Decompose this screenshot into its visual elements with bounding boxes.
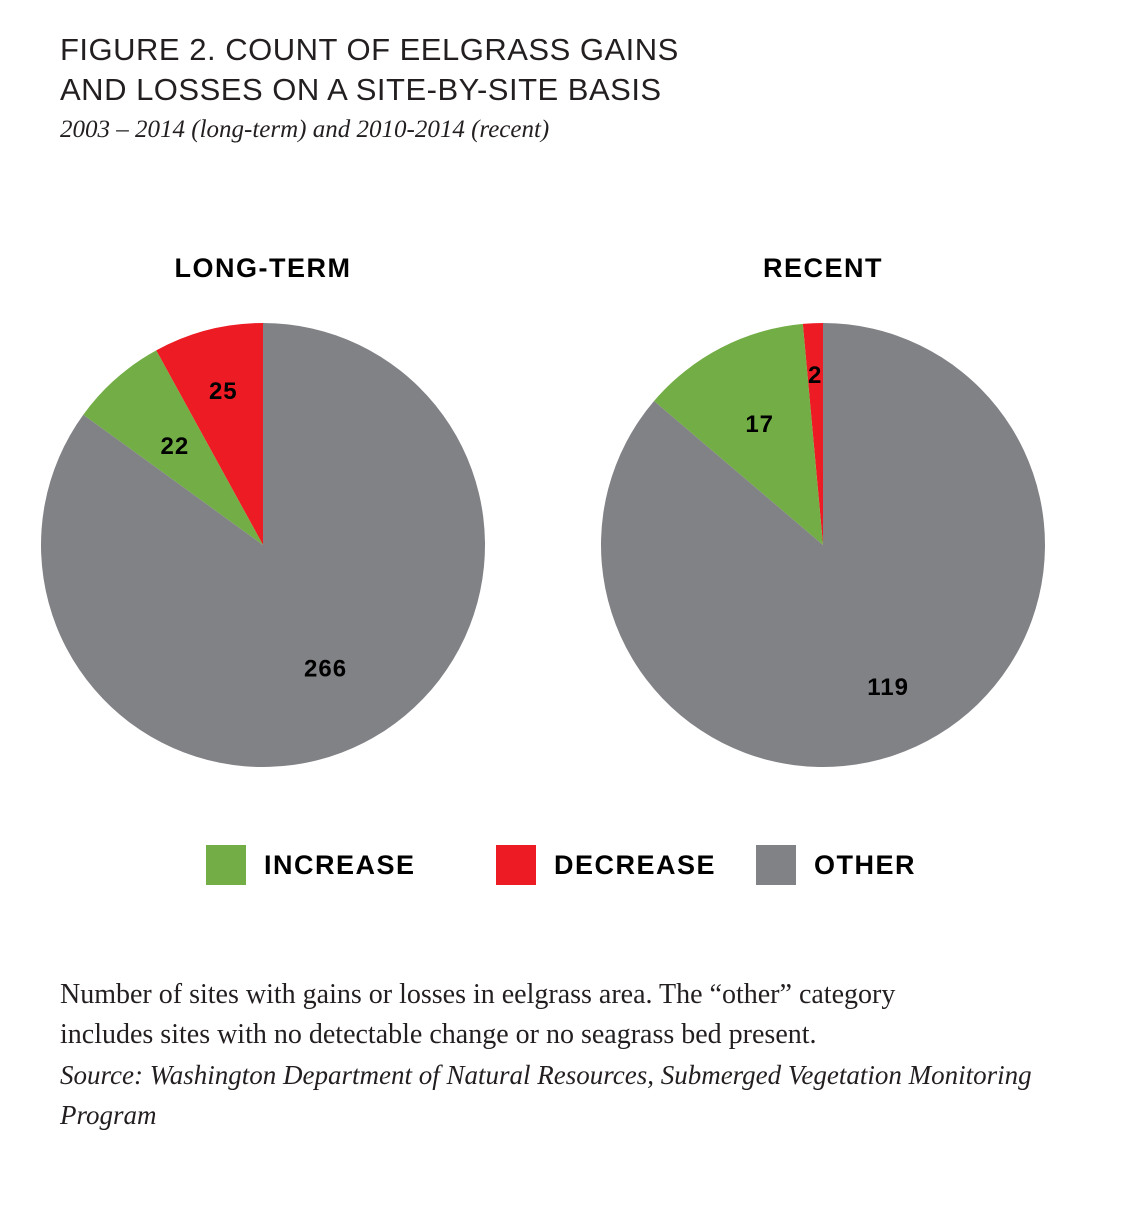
pie-value-label-other: 119 xyxy=(867,674,909,701)
legend-swatch-other xyxy=(756,845,796,885)
legend-label-decrease: DECREASE xyxy=(554,849,717,880)
pie-value-label-decrease: 2 xyxy=(808,362,822,389)
legend-swatch-increase xyxy=(206,845,246,885)
pie-slice-decrease xyxy=(802,323,823,545)
figure-title-line-1: FIGURE 2. COUNT OF EELGRASS GAINS xyxy=(60,32,679,67)
caption-line-2: includes sites with no detectable change… xyxy=(60,1019,817,1050)
pie-value-label-decrease: 25 xyxy=(209,378,238,405)
legend: INCREASE DECREASE OTHER xyxy=(0,845,1142,885)
pie-slice-other xyxy=(41,323,486,767)
pie-slice-increase xyxy=(83,350,263,545)
pie-value-label-increase: 17 xyxy=(745,411,774,438)
pie-chart-recent: RECENT 2 17 119 xyxy=(601,253,1045,767)
legend-swatch-decrease xyxy=(496,845,536,885)
legend-item-decrease: DECREASE xyxy=(496,845,716,885)
pie-value-label-other: 266 xyxy=(304,656,347,683)
legend-label-other: OTHER xyxy=(814,849,916,880)
figure-caption: Number of sites with gains or losses in … xyxy=(60,975,1120,1135)
caption-line-1: Number of sites with gains or losses in … xyxy=(60,979,896,1010)
pie-title: LONG-TERM xyxy=(175,253,352,283)
legend-item-increase: INCREASE xyxy=(206,845,416,885)
source-line-2: Program xyxy=(60,1100,157,1130)
pie-value-label-increase: 22 xyxy=(161,433,190,460)
pie-charts: LONG-TERM 25 22 266 RECENT 2 17 119 xyxy=(41,253,1045,767)
figure-title: FIGURE 2. COUNT OF EELGRASS GAINS AND LO… xyxy=(60,30,1060,110)
pie-title: RECENT xyxy=(763,253,883,283)
figure-title-line-2: AND LOSSES ON A SITE-BY-SITE BASIS xyxy=(60,72,662,107)
pie-chart-long-term: LONG-TERM 25 22 266 xyxy=(41,253,486,767)
legend-item-other: OTHER xyxy=(756,845,916,885)
pie-slice-increase xyxy=(654,323,823,545)
source-line-1: Source: Washington Department of Natural… xyxy=(60,1060,1032,1090)
legend-label-increase: INCREASE xyxy=(264,849,416,880)
pie-slice-decrease xyxy=(156,323,263,545)
figure-subtitle: 2003 – 2014 (long-term) and 2010-2014 (r… xyxy=(60,116,550,143)
pie-slice-other xyxy=(601,323,1045,767)
